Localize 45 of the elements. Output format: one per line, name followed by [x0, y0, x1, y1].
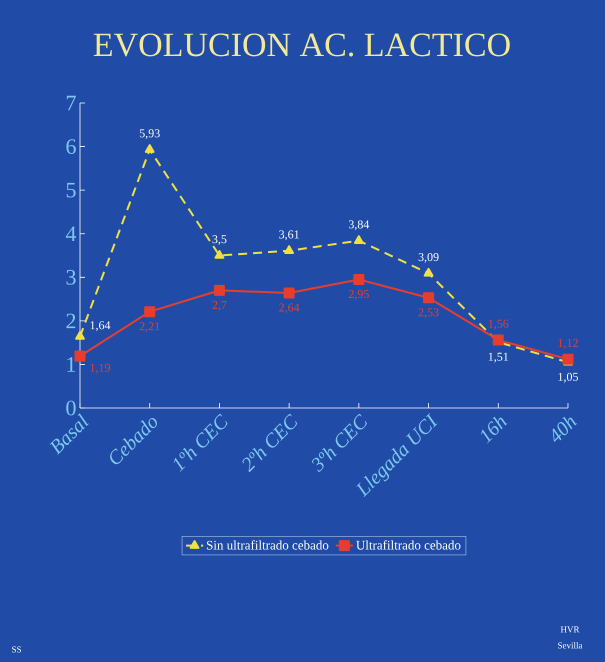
point [144, 144, 155, 153]
data-label: 2,21 [140, 322, 160, 332]
text: HVR [560, 626, 580, 632]
data-label: 3,5 [212, 235, 226, 245]
legend-label: Sin ultrafiltrado cebado [206, 540, 328, 550]
data-label: 1,64 [90, 321, 110, 332]
point [354, 235, 364, 244]
y-tick-label: 2 [66, 314, 76, 328]
data-label: 5,93 [140, 129, 160, 140]
data-label: 2,7 [212, 300, 227, 311]
point [284, 287, 295, 298]
point [423, 292, 434, 304]
text: SS [12, 646, 21, 652]
point [424, 268, 434, 277]
data-label: 2,53 [418, 308, 439, 318]
data-label: 3,09 [418, 253, 439, 263]
text: Sevilla [558, 642, 582, 648]
point [353, 274, 364, 285]
point [74, 350, 86, 362]
legend-label: Ultrafiltrado cebado [356, 540, 460, 550]
y-tick-label: 5 [66, 182, 76, 198]
y-tick-label: 1 [67, 357, 76, 372]
point [144, 306, 156, 318]
data-label: 3,61 [279, 230, 299, 240]
point [75, 331, 85, 340]
data-label: 1,56 [488, 320, 508, 330]
x-tick-label: 16h [480, 416, 508, 444]
data-label: 1,12 [558, 338, 578, 349]
chart-title: EVOLUCION AC. LACTICO [94, 33, 510, 57]
y-tick-label: 6 [66, 139, 76, 154]
data-label: 2,95 [348, 290, 369, 300]
point [562, 354, 574, 365]
x-tick-label: 40h [552, 416, 578, 442]
point [284, 245, 294, 254]
data-label: 3,84 [348, 220, 370, 230]
y-tick-label: 0 [66, 400, 76, 416]
data-label: 1,05 [558, 372, 578, 383]
data-label: 1,19 [90, 364, 110, 374]
y-tick-label: 4 [66, 226, 76, 241]
data-label: 1,51 [488, 352, 508, 363]
data-label: 2,64 [279, 304, 300, 314]
y-tick-label: 7 [66, 96, 76, 110]
point [214, 250, 224, 259]
point [214, 284, 225, 296]
y-tick-label: 3 [66, 270, 76, 285]
